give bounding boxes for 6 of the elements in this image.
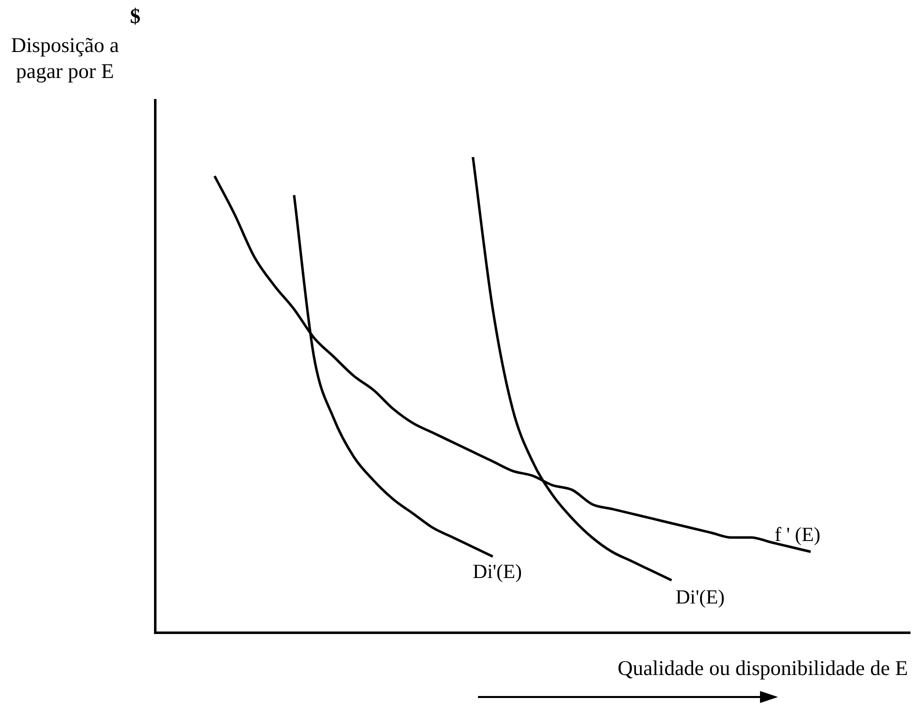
- series-label: f ' (E): [774, 524, 820, 546]
- x-axis-title: Qualidade ou disponibilidade de E: [618, 656, 908, 681]
- text: Disposição a pagar por E: [10, 32, 120, 84]
- series-label: Di'(E): [472, 560, 522, 583]
- text: $: [130, 4, 140, 29]
- series-label: Di'(E): [676, 586, 725, 609]
